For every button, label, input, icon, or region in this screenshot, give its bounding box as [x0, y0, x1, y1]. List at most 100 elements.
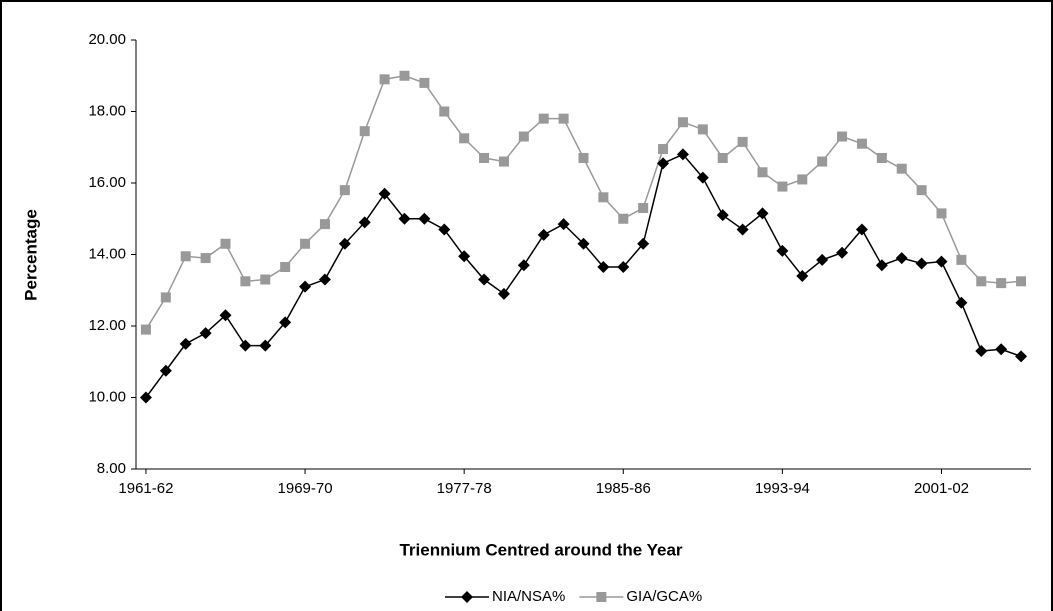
point	[876, 152, 887, 163]
point	[557, 218, 570, 231]
point	[777, 181, 788, 192]
x-tick-label: 1993-94	[755, 480, 810, 497]
point	[716, 209, 729, 222]
point	[498, 156, 509, 167]
point	[180, 251, 191, 262]
point	[955, 296, 968, 309]
point	[836, 246, 849, 259]
x-tick-label: 2001-02	[914, 480, 969, 497]
point	[915, 257, 928, 270]
point	[637, 237, 650, 250]
point	[260, 274, 271, 285]
point	[895, 252, 908, 265]
point	[518, 131, 529, 142]
point	[280, 262, 291, 273]
point	[916, 185, 927, 196]
y-tick-label: 14.00	[88, 245, 126, 262]
point	[558, 113, 569, 124]
point	[737, 136, 748, 147]
point	[438, 223, 451, 236]
point	[517, 259, 530, 272]
point	[776, 244, 789, 257]
y-tick-label: 16.00	[88, 174, 126, 191]
point	[259, 339, 272, 352]
legend-marker	[461, 591, 473, 603]
y-tick-label: 12.00	[88, 317, 126, 334]
point	[279, 316, 292, 329]
point	[399, 70, 410, 81]
point	[638, 203, 649, 214]
point	[677, 117, 688, 128]
point	[179, 337, 192, 350]
point	[717, 152, 728, 163]
point	[219, 309, 232, 322]
point	[200, 253, 211, 264]
point	[538, 113, 549, 124]
point	[379, 74, 390, 85]
point	[975, 345, 988, 358]
point	[816, 253, 829, 266]
legend-label: GIA/GCA%	[626, 588, 702, 605]
point	[418, 212, 431, 225]
point	[318, 273, 331, 286]
point	[597, 261, 610, 274]
y-tick-label: 20.00	[88, 31, 126, 48]
point	[796, 269, 809, 282]
y-tick-label: 18.00	[88, 102, 126, 119]
point	[160, 292, 171, 303]
x-axis-title: Triennium Centred around the Year	[399, 540, 682, 559]
point	[239, 339, 252, 352]
point	[299, 280, 312, 293]
point	[757, 167, 768, 178]
point	[617, 261, 630, 274]
point	[300, 238, 311, 249]
point	[936, 208, 947, 219]
legend-marker	[596, 592, 607, 602]
point	[497, 287, 510, 300]
point	[220, 238, 231, 249]
point	[996, 278, 1007, 289]
point	[976, 276, 987, 287]
point	[676, 148, 689, 161]
point	[956, 254, 967, 265]
point	[856, 138, 867, 149]
point	[578, 152, 589, 163]
x-tick-label: 1961-62	[118, 480, 173, 497]
point	[358, 216, 371, 229]
point	[837, 131, 848, 142]
y-tick-label: 10.00	[88, 388, 126, 405]
point	[140, 324, 151, 335]
point	[199, 327, 212, 340]
point	[458, 250, 471, 263]
point	[1015, 350, 1028, 363]
point	[618, 213, 629, 224]
point	[159, 364, 172, 377]
point	[756, 207, 769, 220]
legend-label: NIA/NSA%	[492, 588, 565, 605]
point	[139, 391, 152, 404]
point	[419, 77, 430, 88]
point	[1016, 276, 1027, 287]
point	[478, 273, 491, 286]
point	[697, 124, 708, 135]
point	[817, 156, 828, 167]
point	[240, 276, 251, 287]
point	[378, 187, 391, 200]
point	[657, 157, 670, 170]
point	[577, 237, 590, 250]
point	[439, 106, 450, 117]
y-axis-title: Percentage	[21, 209, 40, 301]
point	[658, 144, 669, 155]
point	[359, 126, 370, 137]
point	[398, 212, 411, 225]
point	[319, 219, 330, 230]
point	[537, 228, 550, 241]
point	[479, 152, 490, 163]
point	[935, 255, 948, 268]
point	[736, 223, 749, 236]
point	[598, 192, 609, 203]
point	[696, 171, 709, 184]
